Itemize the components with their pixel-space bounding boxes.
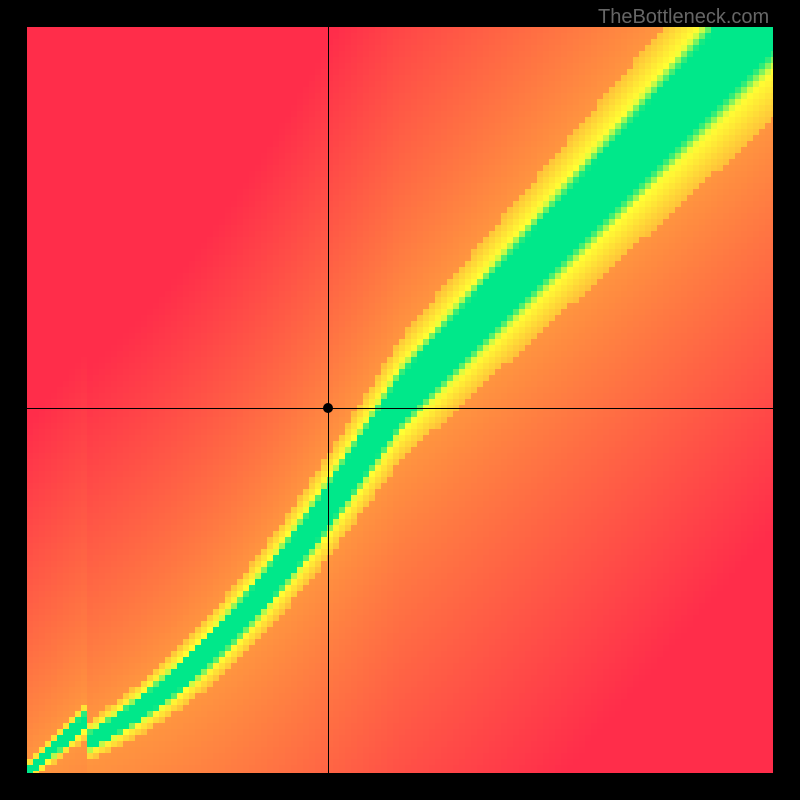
heatmap-chart xyxy=(27,27,773,773)
watermark-text: TheBottleneck.com xyxy=(598,6,769,29)
chart-container: TheBottleneck.com xyxy=(0,0,800,800)
crosshair-horizontal xyxy=(27,408,773,409)
data-point-marker xyxy=(323,403,333,413)
crosshair-vertical xyxy=(328,27,329,773)
heatmap-canvas xyxy=(27,27,773,773)
